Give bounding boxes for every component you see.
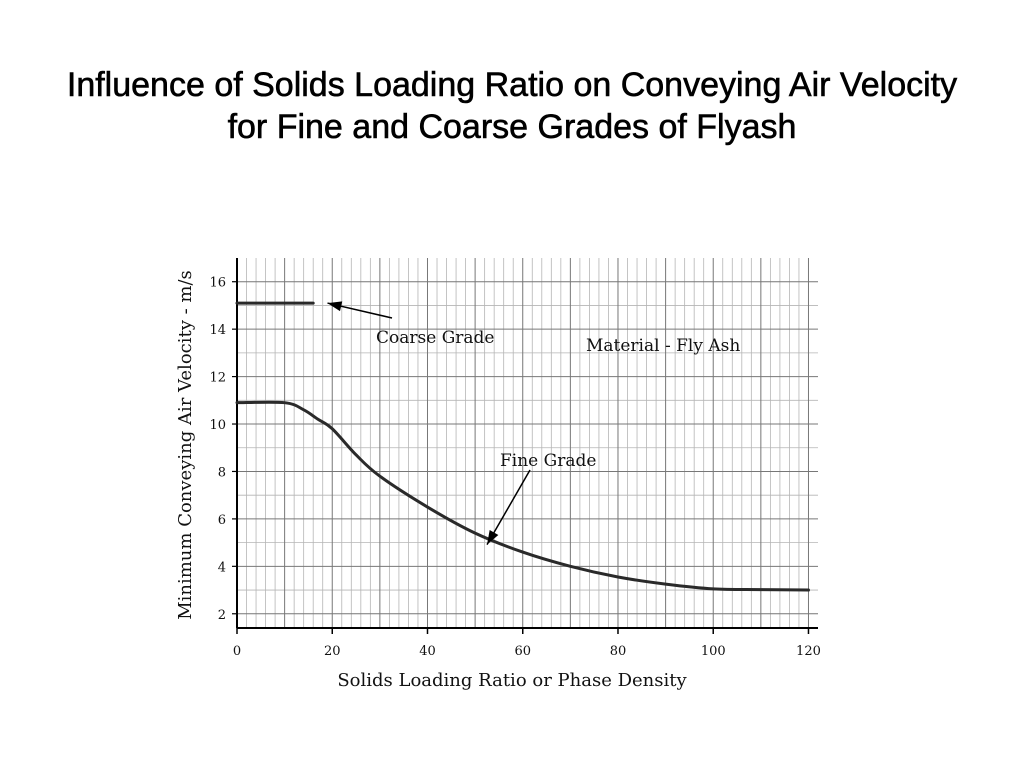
fine-grade-arrow-head xyxy=(487,530,499,545)
y-axis-label: Minimum Conveying Air Velocity - m/s xyxy=(175,270,196,620)
material-annotation: Material - Fly Ash xyxy=(586,336,740,356)
ticks: 0 20 40 60 80 100 120 2 4 6 8 10 12 14 16 xyxy=(209,276,820,659)
grid-minor xyxy=(237,258,818,628)
axes xyxy=(236,258,818,629)
y-tick-label: 8 xyxy=(218,465,226,480)
x-tick-label: 60 xyxy=(514,644,531,659)
coarse-grade-arrow-head xyxy=(327,301,343,312)
x-axis-label: Solids Loading Ratio or Phase Density xyxy=(337,670,687,691)
fine-grade-line xyxy=(235,400,810,592)
y-tick-label: 4 xyxy=(218,560,226,575)
y-tick-label: 14 xyxy=(209,323,226,338)
fine-grade-annotation: Fine Grade xyxy=(500,451,596,471)
y-tick-label: 16 xyxy=(209,276,226,291)
grid-major xyxy=(237,258,818,628)
x-tick-label: 120 xyxy=(796,644,821,659)
y-tick-label: 10 xyxy=(209,418,226,433)
x-tick-label: 80 xyxy=(610,644,627,659)
x-tick-label: 40 xyxy=(419,644,436,659)
x-tick-label: 0 xyxy=(233,644,241,659)
y-tick-label: 6 xyxy=(218,513,226,528)
coarse-grade-annotation: Coarse Grade xyxy=(376,328,494,348)
fine-grade-arrow-shaft xyxy=(486,469,531,546)
y-tick-label: 2 xyxy=(218,608,226,623)
y-tick-label: 12 xyxy=(209,371,226,386)
slide-title: Influence of Solids Loading Ratio on Con… xyxy=(66,66,958,147)
series xyxy=(235,301,810,592)
x-tick-label: 20 xyxy=(324,644,341,659)
annotations xyxy=(327,301,531,546)
x-tick-label: 100 xyxy=(701,644,726,659)
